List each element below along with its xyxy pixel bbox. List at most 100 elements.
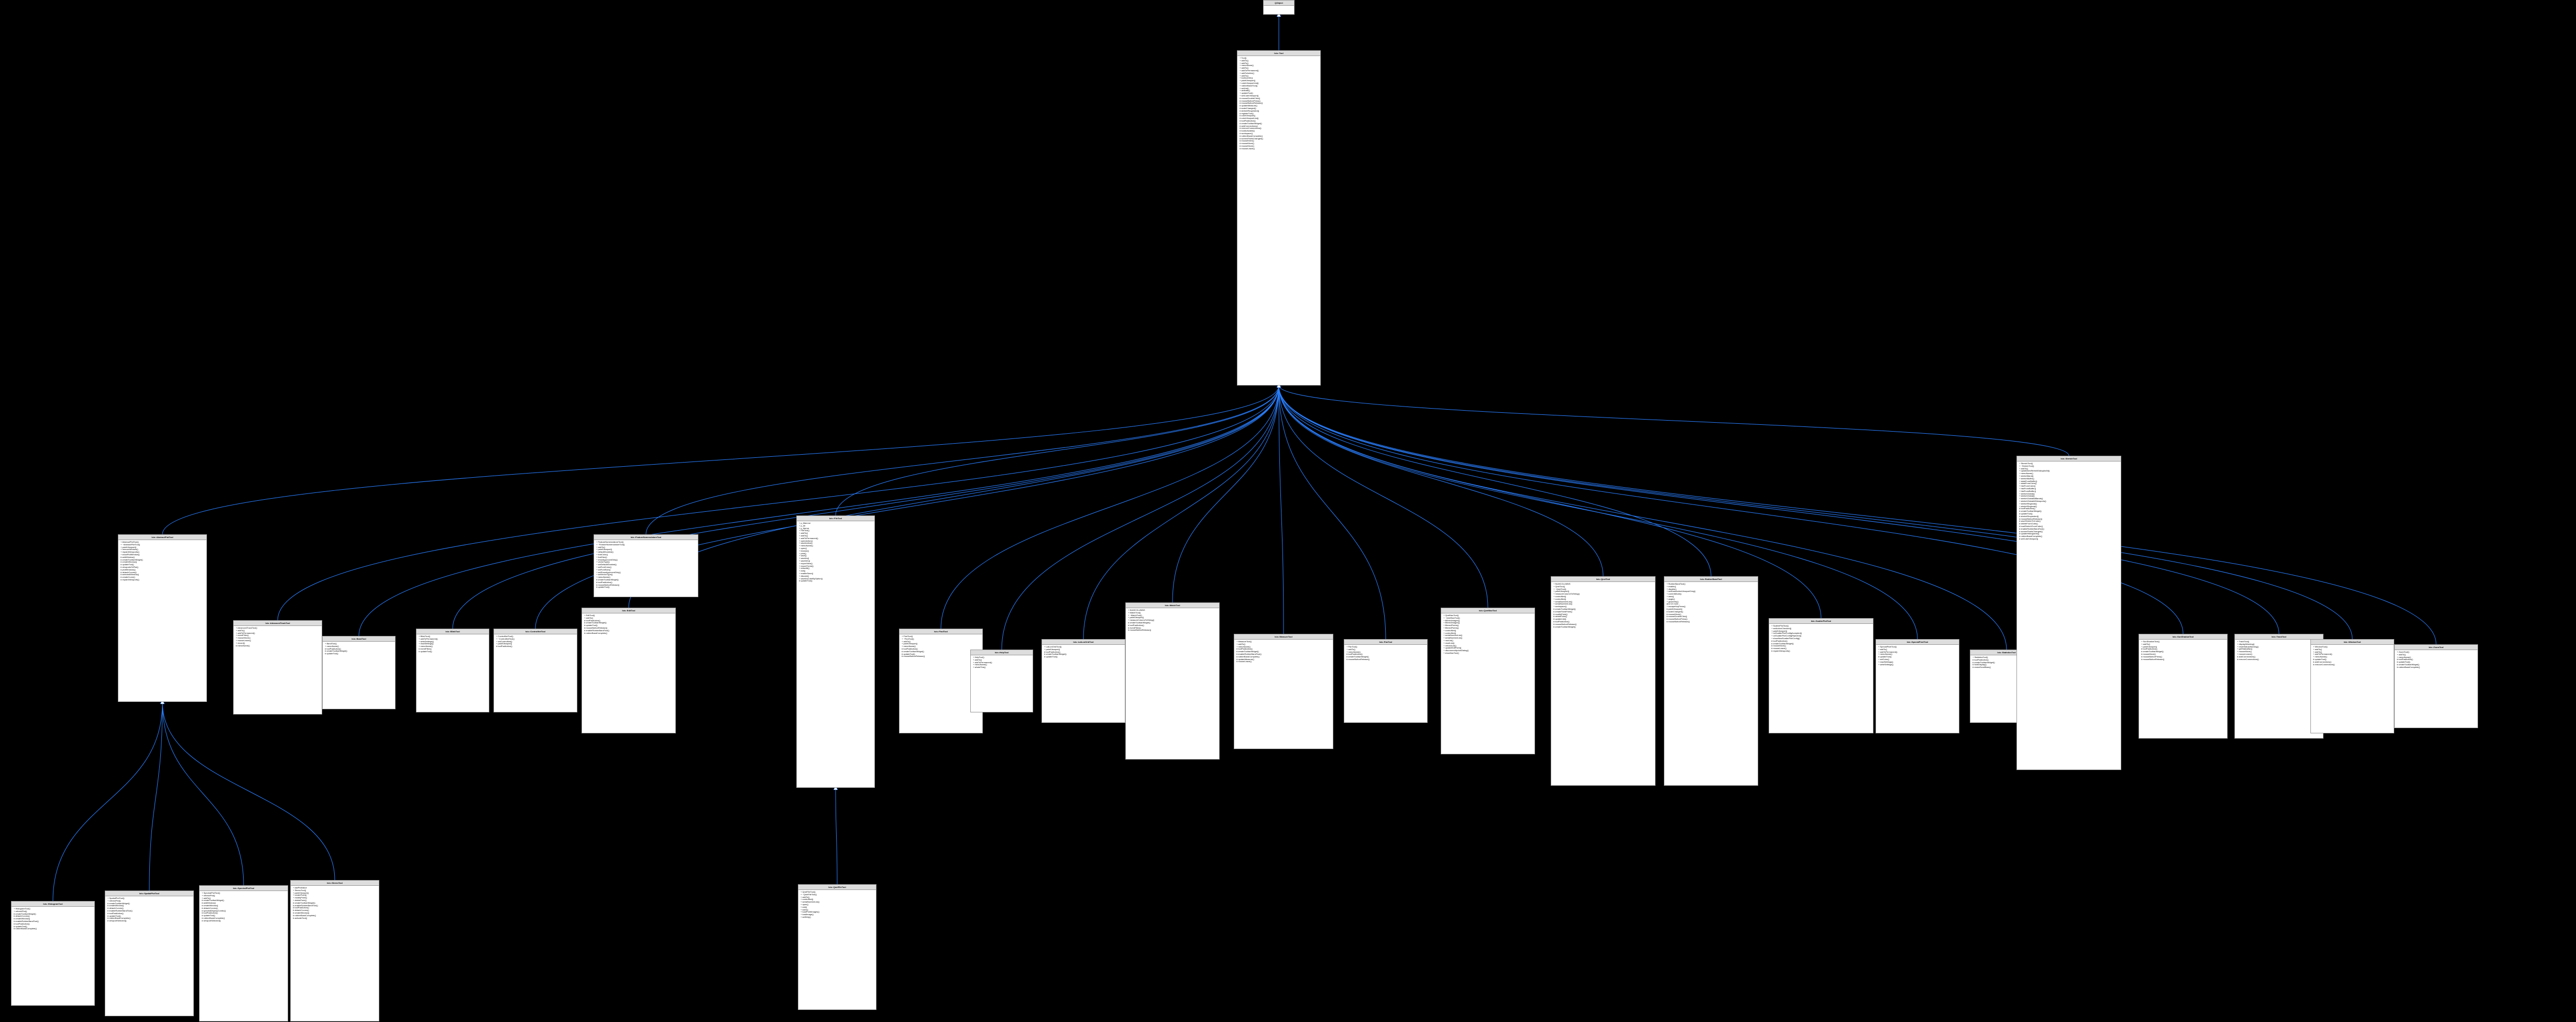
- class-node-FileTool[interactable]: Isis::FileTool+ p_filterList+ p_dir+ p_f…: [796, 515, 875, 788]
- class-node-MeasureTool[interactable]: Isis::MeasureTool+ MeasureTool()+ addTo(…: [1234, 634, 1333, 749]
- inheritance-edge: [149, 702, 162, 891]
- inheritance-edge: [629, 386, 1279, 608]
- class-members: + QnetFileTool()+ ~QnetFileTool()+ addTo…: [798, 890, 876, 920]
- class-node-QObject[interactable]: QObject: [1263, 0, 1295, 15]
- class-members: + ZoomTool()+ addTo()+ menuName()# toolP…: [2395, 650, 2478, 670]
- inheritance-edge: [1279, 386, 2436, 644]
- member-item: + whatsThis(): [973, 666, 1031, 669]
- class-members: + ScatterPlotTool()+ setActionChecked()+…: [1769, 624, 1873, 654]
- inheritance-edge: [53, 702, 162, 901]
- class-node-HistogramTool[interactable]: Isis::HistogramTool+ HistogramTool()+ re…: [11, 901, 95, 1006]
- class-members: + NUMCOLUMNS+ QnetTool()+ ~QnetTool()+ p…: [1551, 582, 1655, 629]
- class-node-AdvancedTrackTool[interactable]: Isis::AdvancedTrackTool+ AdvancedTrackTo…: [233, 620, 322, 715]
- class-node-RubberBandTool[interactable]: Isis::RubberBandTool+ RubberBandTool()+ …: [1664, 576, 1758, 786]
- class-node-MatchTool[interactable]: Isis::MatchTool+ NUMCOLUMNS+ MatchTool()…: [1125, 602, 1220, 760]
- class-title: Isis::LatLonGridTool: [1042, 640, 1125, 645]
- class-members: + Tool()+ addTo()+ addTo()+ menuName()+ …: [1237, 56, 1320, 151]
- diagram-canvas: QObject Isis::Tool+ Tool()+ addTo()+ add…: [0, 0, 2576, 1022]
- class-node-BandTool[interactable]: Isis::BandTool+ BandTool()+ menuName()# …: [322, 636, 396, 709]
- member-item: # setCubeViewport(): [2019, 538, 2119, 541]
- class-node-StretchTool[interactable]: Isis::StretchTool+ StretchTool()+ ~Stret…: [2016, 456, 2121, 770]
- class-node-SpecialPixelTool[interactable]: Isis::SpecialPixelTool+ SpecialPixelTool…: [1876, 639, 1959, 733]
- class-title: Isis::ZoomTool: [2395, 645, 2478, 650]
- class-title: Isis::TrackTool: [2235, 634, 2323, 640]
- member-item: # updateTool(): [419, 651, 487, 653]
- class-title: Isis::StereoTool: [291, 881, 379, 886]
- class-title: Isis::SpatialPlotTool: [105, 891, 193, 896]
- class-node-WindowTool[interactable]: Isis::WindowTool+ WindowTool()+ addTo()+…: [2310, 639, 2394, 733]
- class-members: + PanTool()+ addTo()+ menuName()# toolPa…: [1344, 645, 1427, 662]
- class-members: + NUMCOLUMNS+ MatchTool()+ ~MatchTool()+…: [1126, 608, 1219, 633]
- member-item: # viewportSelected(): [107, 920, 191, 922]
- class-node-QnetNavTool[interactable]: Isis::QnetNavTool+ QnetNavTool()+ ~QnetN…: [1441, 608, 1535, 754]
- inheritance-edge: [278, 386, 1279, 620]
- class-members: + WindowTool()+ addTo()+ addTo()+ addToP…: [2311, 645, 2394, 667]
- member-item: # updateTool(): [596, 586, 696, 589]
- member-item: # updateTool(): [1044, 656, 1123, 658]
- inheritance-edge: [162, 702, 335, 880]
- member-item: # repaintViewports(): [1771, 650, 1871, 653]
- class-node-SpatialPlotTool[interactable]: Isis::SpatialPlotTool+ SpatialPlotTool()…: [105, 891, 194, 1016]
- class-node-SunShadowTool[interactable]: Isis::SunShadowTool+ SunShadowTool()+ ad…: [2139, 634, 2228, 739]
- member-item: # menuName(): [236, 645, 320, 647]
- class-members: [1264, 6, 1294, 8]
- member-item: # rubberBandComplete(): [14, 928, 92, 930]
- class-node-QnetTool[interactable]: Isis::QnetTool+ NUMCOLUMNS+ QnetTool()+ …: [1551, 576, 1656, 786]
- member-item: # mouseLeave(): [1236, 661, 1331, 663]
- class-node-StereoTool[interactable]: Isis::StereoTool+ lastPtIdValue+ StereoT…: [290, 880, 379, 1021]
- class-title: Isis::BlinkTool: [416, 629, 489, 634]
- class-title: Isis::StretchTool: [2017, 456, 2121, 461]
- class-members: + ControlNetTool()+ ~ControlNetTool()+ s…: [494, 634, 577, 649]
- class-node-ControlNetTool[interactable]: Isis::ControlNetTool+ ControlNetTool()+ …: [494, 629, 577, 712]
- class-members: + HelpTool()+ addTo()+ addToPermanent()+…: [971, 655, 1033, 670]
- member-item: # mouseButtonRelease(): [1346, 658, 1425, 661]
- class-title: Isis::BandTool: [323, 636, 395, 642]
- member-item: # createToolbarWidget(): [1553, 626, 1653, 629]
- member-item: # viewportSelected(): [202, 920, 286, 922]
- class-node-EditTool[interactable]: Isis::EditTool+ EditTool()+ addTo()# too…: [582, 608, 676, 733]
- class-node-SpectralPlotTool[interactable]: Isis::SpectralPlotTool+ SpectralPlotTool…: [199, 885, 288, 1021]
- class-title: Isis::Tool: [1237, 51, 1320, 56]
- inheritance-edge: [836, 788, 837, 884]
- class-node-HelpTool[interactable]: Isis::HelpTool+ HelpTool()+ addTo()+ add…: [970, 650, 1033, 712]
- class-title: Isis::SunShadowTool: [2139, 634, 2227, 640]
- class-members: + SunShadowTool()+ addTo()+ paintViewpor…: [2139, 640, 2227, 662]
- member-item: + setDirty(): [801, 916, 874, 919]
- class-members: + FeatureNomenclatureTool()+ ~FeatureNom…: [594, 540, 698, 590]
- class-node-ScatterPlotTool[interactable]: Isis::ScatterPlotTool+ ScatterPlotTool()…: [1769, 618, 1873, 733]
- class-node-QnetFileTool[interactable]: Isis::QnetFileTool+ QnetFileTool()+ ~Qne…: [798, 884, 876, 1010]
- member-item: # repaintViewports(): [120, 579, 204, 581]
- class-title: Isis::MatchTool: [1126, 603, 1219, 608]
- class-title: Isis::ScatterPlotTool: [1769, 619, 1873, 624]
- member-item: # toolPadAction(): [496, 645, 575, 648]
- class-title: Isis::QnetTool: [1551, 577, 1655, 582]
- class-node-LatLonGridTool[interactable]: Isis::LatLonGridTool+ LatLonGridTool()+ …: [1042, 639, 1125, 723]
- member-item: # updateTool(): [799, 580, 872, 583]
- class-members: + RubberBandTool()+ enable()+ disable()+…: [1664, 582, 1758, 624]
- member-item: # removeConnections(): [2237, 658, 2321, 661]
- member-item: # mouseButtonRelease(): [902, 655, 980, 658]
- class-members: + SpatialPlotTool()+ refreshPlot()# crea…: [105, 896, 193, 924]
- inheritance-edge: [836, 386, 1279, 515]
- class-node-PanTool[interactable]: Isis::PanTool+ PanTool()+ addTo()+ menuN…: [1344, 639, 1428, 723]
- class-title: Isis::AbstractPlotTool: [118, 535, 206, 540]
- member-item: # removeConnections(): [2313, 664, 2392, 666]
- inheritance-edge: [1279, 386, 1711, 576]
- member-item: # mouseButtonRelease(): [1128, 629, 1217, 632]
- class-title: Isis::FindTool: [900, 629, 982, 634]
- member-item: # mouseButtonRelease(): [1667, 621, 1756, 623]
- class-title: Isis::SpecialPixelTool: [1876, 640, 1959, 645]
- class-node-AbstractPlotTool[interactable]: Isis::AbstractPlotTool+ AbstractPlotTool…: [118, 534, 207, 702]
- class-members: + EditTool()+ addTo()# toolPadAction()# …: [582, 613, 675, 635]
- class-node-FeatureNomenclatureTool[interactable]: Isis::FeatureNomenclatureTool+ FeatureNo…: [594, 534, 698, 597]
- class-members: + LatLonGridTool()+ paintViewport()# too…: [1042, 645, 1125, 660]
- member-item: # mouseButtonRelease(): [2141, 658, 2225, 661]
- class-node-Tool[interactable]: Isis::Tool+ Tool()+ addTo()+ addTo()+ me…: [1237, 50, 1321, 386]
- class-node-ZoomTool[interactable]: Isis::ZoomTool+ ZoomTool()+ addTo()+ men…: [2394, 644, 2478, 728]
- class-title: Isis::HelpTool: [971, 650, 1033, 655]
- inheritance-edge: [1279, 386, 1284, 634]
- class-members: + lastPtIdValue+ StereoTool()+ paintView…: [291, 886, 379, 920]
- inheritance-edge: [646, 386, 1279, 534]
- class-node-BlinkTool[interactable]: Isis::BlinkTool+ BlinkTool()+ addToPerma…: [416, 629, 489, 712]
- class-title: Isis::HistogramTool: [12, 902, 94, 907]
